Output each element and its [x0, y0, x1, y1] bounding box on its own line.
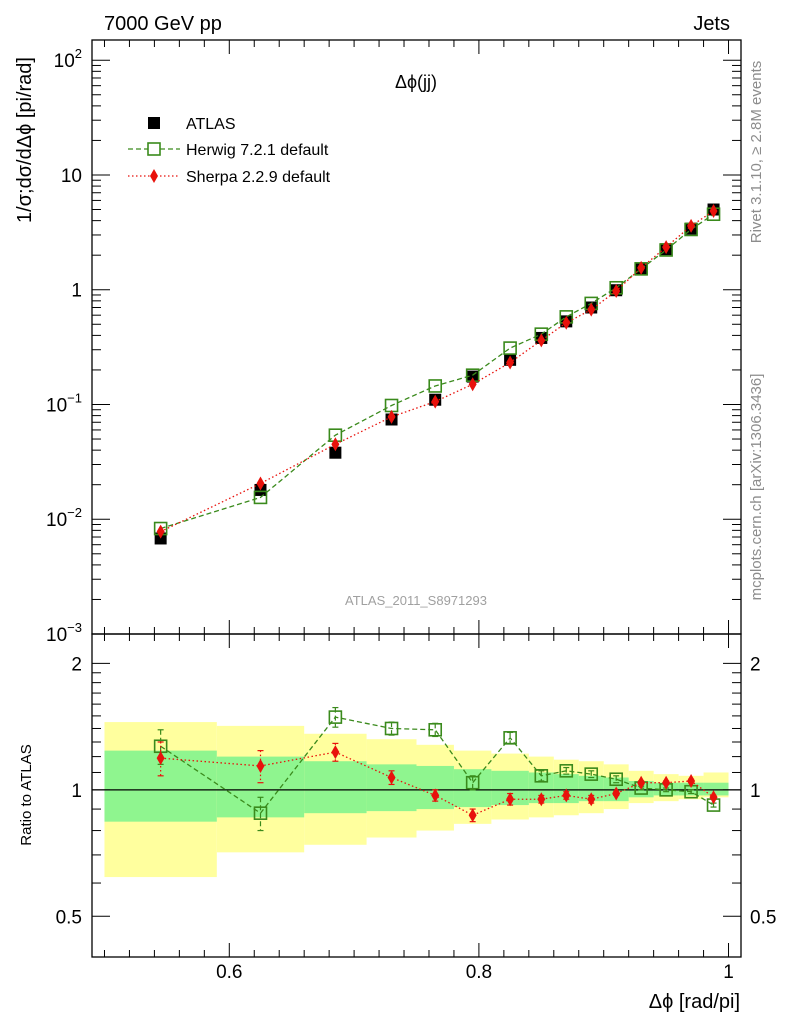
main-sherpa-line	[160, 210, 714, 533]
main-sherpa-point	[537, 333, 546, 348]
main-y-tick-label: 10	[61, 166, 82, 187]
ratio-sherpa-point	[637, 775, 646, 790]
main-sherpa-point	[562, 315, 571, 330]
ratio-herwig-point	[534, 769, 549, 783]
rivet-label: Rivet 3.1.10, ≥ 2.8M events	[748, 61, 765, 244]
ratio-panel: 0.6 0.8 1 0.5 0.5 1 1 2 2 Ratio to ATLAS Δϕ [rad…	[18, 633, 776, 1013]
main-sherpa-point	[331, 437, 340, 452]
ratio-sherpa-point	[562, 788, 571, 803]
main-sherpa-point	[587, 302, 596, 317]
main-y-tick-label: 10−1	[46, 390, 82, 416]
main-plot-area: 10−3 10−2 10−1 1 10 102	[46, 39, 742, 646]
main-sherpa-point	[156, 524, 165, 539]
ratio-frame	[91, 633, 742, 958]
legend-marker-atlas	[148, 117, 160, 129]
main-sherpa-point	[612, 283, 621, 298]
ratio-y-tick-label-right: 1	[750, 781, 761, 802]
main-y-tick-label: 10−2	[46, 505, 82, 531]
ratio-herwig-point	[609, 772, 623, 787]
main-atlas-point	[329, 446, 342, 459]
mcplots-label: mcplots.cern.ch [arXiv:1306.3436]	[748, 374, 765, 601]
ratio-herwig-point	[384, 721, 399, 736]
x-tick-label: 1	[723, 962, 734, 983]
ratio-sherpa-point	[256, 758, 265, 773]
ratio-band-stat	[703, 782, 729, 796]
x-tick-label: 0.8	[466, 962, 492, 983]
ratio-sherpa-point	[612, 786, 621, 801]
ratio-sherpa-point	[662, 775, 671, 790]
legend-label-atlas: ATLAS	[186, 116, 236, 133]
main-y-tick-label: 10−3	[46, 620, 82, 646]
main-sherpa-point	[506, 355, 515, 370]
main-panel: 10−3 10−2 10−1 1 10 102 Δϕ(jj) ATLAS_2011_S89…	[14, 39, 742, 646]
main-sherpa-point	[387, 409, 396, 424]
ratio-y-tick-label-right: 2	[750, 654, 761, 675]
ratio-sherpa-point	[387, 770, 396, 785]
ratio-sherpa-point	[468, 808, 477, 823]
ratio-sherpa-point	[709, 790, 718, 805]
main-y-tick-label: 102	[54, 46, 82, 72]
x-axis-label: Δϕ [rad/pi]	[649, 991, 740, 1013]
analysis-watermark: ATLAS_2011_S8971293	[345, 593, 487, 608]
ratio-herwig-point	[428, 722, 443, 737]
ratio-sherpa-point	[537, 792, 546, 807]
main-y-tick-label: 1	[71, 281, 82, 302]
main-herwig-point	[428, 379, 443, 393]
ratio-herwig-point	[253, 806, 268, 820]
x-tick-label: 0.6	[216, 962, 242, 983]
ratio-y-tick-label: 0.5	[56, 907, 82, 928]
main-title: Δϕ(jj)	[395, 72, 437, 92]
ratio-ylabel: Ratio to ATLAS	[18, 744, 35, 845]
main-sherpa-point	[468, 377, 477, 392]
main-sherpa-point	[709, 204, 718, 219]
header-left: 7000 GeV pp	[104, 13, 222, 35]
main-herwig-point	[503, 341, 517, 355]
legend-marker-herwig	[147, 142, 161, 156]
ratio-sherpa-point	[587, 792, 596, 807]
ratio-sherpa-point	[156, 751, 165, 766]
legend-label-herwig: Herwig 7.2.1 default	[186, 142, 329, 159]
main-sherpa-point	[687, 218, 696, 233]
main-herwig-point	[253, 490, 268, 505]
main-sherpa-point	[637, 260, 646, 275]
ratio-sherpa-point	[687, 773, 696, 788]
ratio-herwig-point	[503, 731, 517, 745]
main-sherpa-point	[256, 476, 265, 491]
legend-label-sherpa: Sherpa 2.2.9 default	[186, 169, 331, 186]
main-ylabel: 1/σ;dσ/dΔϕ [pi/rad]	[14, 57, 36, 223]
header-right: Jets	[693, 13, 730, 35]
ratio-y-tick-label: 1	[71, 781, 82, 802]
ratio-herwig-point	[328, 710, 343, 724]
ratio-herwig-point	[465, 775, 480, 790]
ratio-band-stat	[304, 761, 367, 814]
ratio-sherpa-point	[331, 745, 340, 760]
ratio-sherpa-line	[160, 751, 714, 816]
ratio-herwig-point	[559, 764, 574, 778]
ratio-y-tick-label-right: 0.5	[750, 907, 776, 928]
ratio-herwig-point	[584, 767, 599, 781]
legend-marker-sherpa	[150, 169, 158, 183]
ratio-sherpa-point	[506, 792, 515, 807]
ratio-sherpa-point	[431, 788, 440, 803]
ratio-y-tick-label: 2	[71, 654, 82, 675]
main-sherpa-point	[431, 394, 440, 409]
ratio-plot-area: 0.6 0.8 1 0.5 0.5 1 1 2 2	[56, 633, 776, 983]
legend: ATLAS Herwig 7.2.1 default Sherpa 2.2.9 …	[128, 116, 331, 186]
main-sherpa-point	[662, 240, 671, 255]
